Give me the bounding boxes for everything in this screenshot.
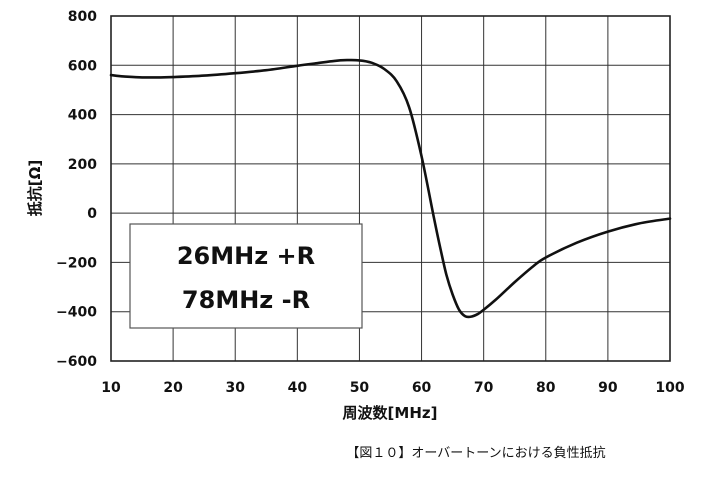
series-line: [109, 58, 672, 319]
annotation-box: [129, 223, 363, 329]
annotation-line-2: 78MHz -R: [182, 286, 310, 314]
y-tick-label: 800: [68, 9, 97, 25]
y-tick-labels: 800 600 400 200 0 −200 −400 −600: [56, 9, 97, 370]
x-tick-label: 70: [474, 380, 494, 396]
x-tick-label: 30: [225, 380, 245, 396]
x-tick-label: 80: [536, 380, 556, 396]
figure-caption: 【図１０】オーバートーンにおける負性抵抗: [346, 446, 605, 461]
y-tick-label: −200: [56, 255, 97, 271]
y-tick-label: 200: [68, 157, 97, 173]
plot-frame: [110, 15, 671, 362]
y-tick-label: 600: [68, 58, 97, 74]
x-tick-label: 10: [101, 380, 121, 396]
x-tick-label: 90: [598, 380, 618, 396]
x-tick-label: 50: [350, 380, 370, 396]
x-tick-label: 100: [655, 380, 684, 396]
y-tick-label: 0: [87, 206, 97, 222]
annotation-line-1: 26MHz +R: [177, 242, 315, 270]
y-tick-label: 400: [68, 108, 97, 124]
y-tick-label: −600: [56, 354, 97, 370]
x-tick-label: 20: [163, 380, 183, 396]
x-axis-label: 周波数[MHz]: [343, 404, 438, 422]
y-axis-label: 抵抗[Ω]: [26, 160, 44, 216]
x-tick-label: 60: [412, 380, 432, 396]
x-tick-label: 40: [288, 380, 308, 396]
y-tick-label: −400: [56, 305, 97, 321]
x-tick-labels: 10 20 30 40 50 60 70 80 90 100: [101, 380, 685, 396]
